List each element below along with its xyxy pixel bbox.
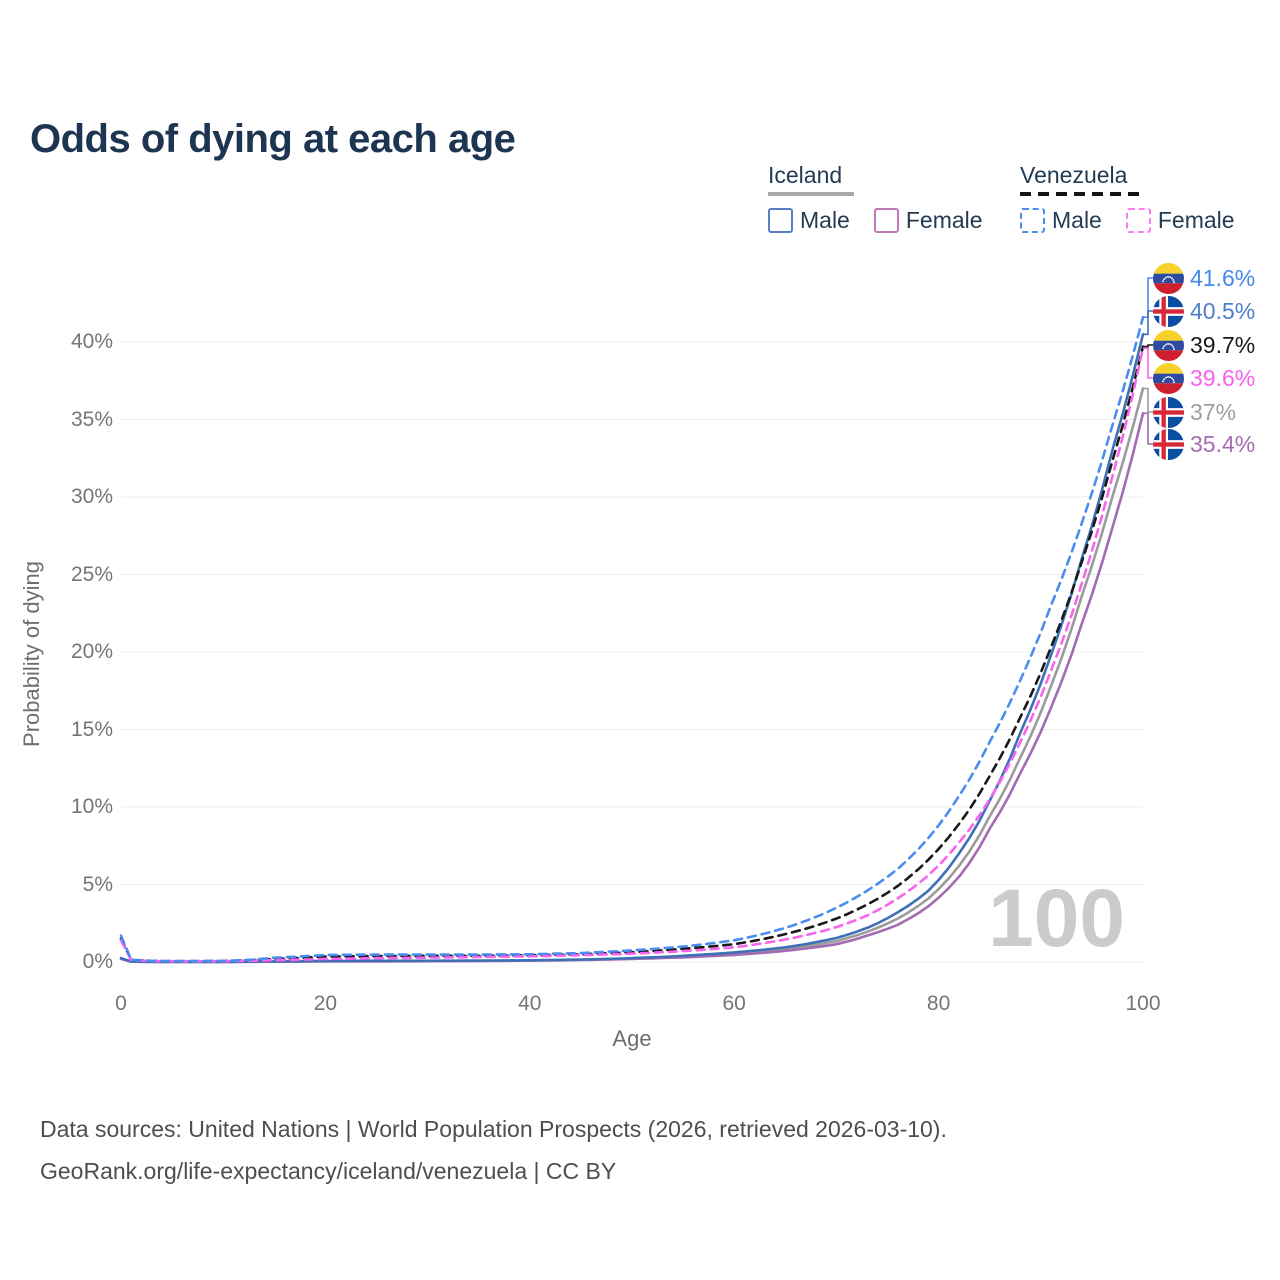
end-label-value-venezuela_female: 39.6% bbox=[1190, 364, 1256, 391]
venezuela-flag-icon bbox=[1153, 330, 1184, 361]
end-label-iceland_male: 40.5% bbox=[1153, 295, 1255, 327]
x-tick-label: 80 bbox=[926, 992, 951, 1015]
iceland-flag-icon bbox=[1153, 429, 1184, 460]
y-axis-title: Probability of dying bbox=[19, 561, 44, 747]
legend-checkbox-venezuela-female[interactable] bbox=[1125, 208, 1151, 233]
legend-item-venezuela-male: Male bbox=[1020, 207, 1102, 234]
end-label-connector-iceland_both bbox=[1143, 387, 1153, 413]
end-label-venezuela_male: 41.6% bbox=[1153, 262, 1255, 294]
legend-label-venezuela-male: Male bbox=[1052, 207, 1102, 233]
y-tick-label: 15% bbox=[70, 717, 113, 741]
venezuela-dashed-line-swatch bbox=[1020, 192, 1140, 196]
end-label-iceland_female: 35.4% bbox=[1153, 428, 1255, 460]
x-tick-label: 40 bbox=[518, 992, 542, 1015]
legend-checkbox-venezuela-male[interactable] bbox=[1020, 208, 1045, 233]
x-tick-label: 20 bbox=[313, 992, 338, 1015]
iceland-flag-icon bbox=[1153, 397, 1184, 428]
legend-checkbox-iceland-male[interactable] bbox=[768, 208, 793, 233]
iceland-flag-icon bbox=[1153, 296, 1184, 327]
series-line-venezuela_both[interactable] bbox=[119, 345, 1145, 963]
end-label-value-venezuela_both: 39.7% bbox=[1190, 331, 1256, 358]
y-tick-label: 0% bbox=[82, 950, 113, 973]
footer-datasource: Data sources: United Nations | World Pop… bbox=[40, 1116, 947, 1142]
legend-group-iceland-label: Iceland bbox=[768, 162, 843, 188]
end-label-connector-iceland_female bbox=[1143, 412, 1153, 445]
x-axis-title: Age bbox=[612, 1026, 652, 1051]
y-tick-label: 10% bbox=[70, 795, 113, 818]
legend-item-venezuela-female: Female bbox=[1125, 207, 1235, 234]
series-line-iceland_male[interactable] bbox=[119, 333, 1145, 964]
age-frame-watermark: 100 bbox=[988, 873, 1125, 964]
legend-group-venezuela: Venezuela Male Female bbox=[1020, 162, 1235, 234]
y-tick-label: 20% bbox=[70, 640, 113, 663]
end-label-connector-venezuela_female bbox=[1143, 347, 1153, 379]
legend-item-iceland-female: Female bbox=[873, 207, 983, 234]
venezuela-flag-icon bbox=[1153, 363, 1184, 394]
legend-item-iceland-male: Male bbox=[768, 207, 850, 234]
footer-attribution: GeoRank.org/life-expectancy/iceland/vene… bbox=[40, 1158, 617, 1184]
end-label-value-iceland_male: 40.5% bbox=[1190, 297, 1256, 324]
legend-group-iceland: Iceland Male Female bbox=[768, 162, 983, 234]
end-label-venezuela_both: 39.7% bbox=[1153, 329, 1255, 361]
y-tick-label: 30% bbox=[70, 485, 113, 508]
series-line-venezuela_female[interactable] bbox=[119, 346, 1145, 963]
legend-checkbox-iceland-female[interactable] bbox=[873, 208, 899, 233]
end-label-connector-iceland_male bbox=[1143, 310, 1153, 336]
y-tick-label: 40% bbox=[70, 330, 113, 353]
end-label-connector-venezuela_male bbox=[1143, 277, 1153, 318]
legend-label-venezuela-female: Female bbox=[1157, 207, 1235, 233]
x-tick-label: 60 bbox=[722, 992, 746, 1015]
x-tick-label: 0 bbox=[115, 992, 127, 1015]
venezuela-flag-icon bbox=[1153, 263, 1184, 294]
series-line-venezuela_male[interactable] bbox=[119, 315, 1145, 963]
end-label-iceland_both: 37% bbox=[1153, 396, 1236, 428]
legend-label-iceland-male: Male bbox=[800, 207, 850, 233]
legend-group-venezuela-label: Venezuela bbox=[1020, 162, 1128, 188]
end-label-value-iceland_both: 37% bbox=[1190, 398, 1237, 425]
iceland-solid-line-swatch bbox=[768, 192, 854, 196]
page-title: Odds of dying at each age bbox=[30, 116, 516, 161]
end-label-value-iceland_female: 35.4% bbox=[1190, 430, 1256, 457]
legend-label-iceland-female: Female bbox=[905, 207, 983, 233]
footer: Data sources: United Nations | World Pop… bbox=[40, 1108, 947, 1192]
x-tick-label: 100 bbox=[1125, 992, 1161, 1015]
end-label-venezuela_female: 39.6% bbox=[1153, 362, 1255, 394]
y-tick-label: 5% bbox=[82, 872, 113, 896]
end-label-value-venezuela_male: 41.6% bbox=[1190, 264, 1256, 291]
y-tick-label: 35% bbox=[70, 407, 113, 431]
y-tick-label: 25% bbox=[70, 562, 113, 586]
chart-plot-area bbox=[119, 277, 1153, 964]
end-label-connector-venezuela_both bbox=[1143, 344, 1153, 348]
